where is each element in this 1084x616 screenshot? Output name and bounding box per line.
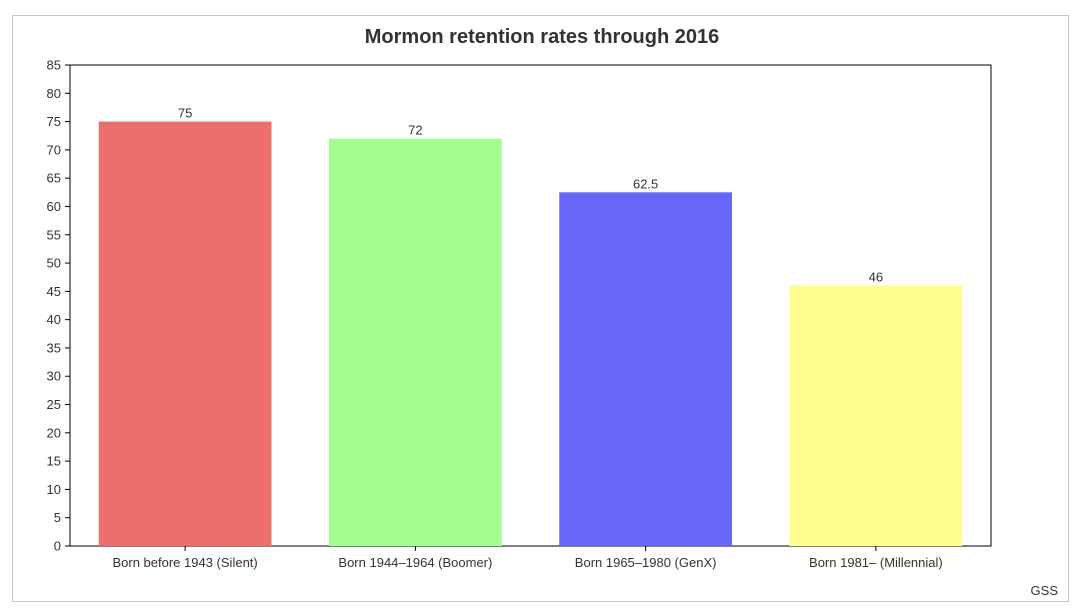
y-tick-label: 70 — [47, 142, 61, 157]
chart-title: Mormon retention rates through 2016 — [364, 26, 720, 48]
x-tick-label: Born 1981– (Millennial) — [809, 555, 943, 570]
x-axis: Born before 1943 (Silent) Born 1944–1964 … — [112, 546, 943, 570]
y-tick-label: 85 — [47, 58, 61, 73]
bar[interactable] — [329, 138, 502, 547]
y-tick-label: 60 — [47, 199, 61, 214]
y-tick-label: 35 — [47, 340, 61, 355]
bar-value-label: 75 — [178, 106, 192, 121]
x-tick-label: Born 1965–1980 (GenX) — [575, 555, 717, 570]
y-tick-label: 65 — [47, 171, 61, 186]
x-tick-label: Born 1944–1964 (Boomer) — [338, 555, 492, 570]
y-tick-label: 55 — [47, 227, 61, 242]
bar[interactable] — [559, 192, 732, 546]
y-tick-label: 40 — [47, 312, 61, 327]
bar[interactable] — [789, 285, 963, 546]
y-tick-label: 30 — [47, 369, 61, 384]
y-tick-label: 50 — [47, 256, 61, 271]
bars-group: 75 72 62.5 46 — [98, 106, 963, 547]
y-tick-label: 75 — [47, 114, 61, 129]
y-tick-label: 80 — [47, 86, 61, 101]
y-tick-label: 20 — [47, 425, 61, 440]
y-tick-label: 25 — [47, 397, 61, 412]
y-axis: 0 5 10 15 20 25 30 35 40 45 50 55 60 65 70 75 80 85 — [47, 58, 70, 554]
y-tick-label: 0 — [54, 539, 61, 554]
source-label: GSS — [1030, 583, 1058, 598]
y-tick-label: 10 — [47, 482, 61, 497]
y-tick-label: 45 — [47, 284, 61, 299]
y-tick-label: 5 — [54, 510, 61, 525]
x-tick-label: Born before 1943 (Silent) — [112, 555, 257, 570]
bar-value-label: 46 — [869, 270, 883, 285]
y-tick-label: 15 — [47, 454, 61, 469]
bar-value-label: 72 — [408, 123, 422, 138]
bar[interactable] — [98, 121, 272, 547]
bar-value-label: 62.5 — [633, 176, 658, 191]
